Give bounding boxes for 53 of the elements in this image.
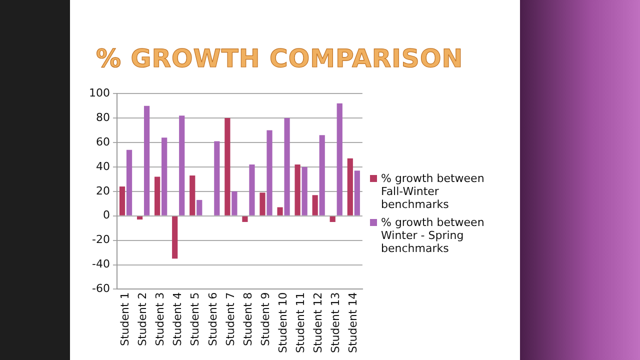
x-tick-label: Student 7: [224, 292, 237, 346]
bar: [336, 103, 342, 216]
bar: [232, 191, 238, 216]
bar: [312, 195, 318, 216]
bar: [162, 138, 168, 216]
x-tick-label: Student 10: [276, 292, 290, 353]
x-tick-label: Student 3: [154, 292, 167, 346]
bar: [144, 106, 150, 216]
x-tick-label: Student 8: [241, 292, 254, 346]
bar: [196, 200, 202, 216]
bar: [179, 116, 185, 216]
legend-label: % growth between Winter - Spring benchmarks: [381, 216, 486, 255]
x-tick-label: Student 13: [328, 292, 342, 353]
bar: [319, 135, 325, 216]
y-tick-label: 20: [96, 184, 110, 198]
legend-label: % growth between Fall-Winter benchmarks: [381, 172, 486, 211]
x-tick-label: Student 14: [346, 292, 360, 353]
bar: [266, 130, 272, 216]
bar: [154, 176, 160, 216]
bar: [190, 176, 196, 216]
bar: [302, 166, 308, 216]
bar: [242, 216, 248, 222]
y-tick-label: 0: [102, 208, 110, 222]
x-tick-label: Student 12: [311, 292, 324, 353]
bar: [277, 207, 283, 216]
x-tick-label: Student 2: [136, 292, 150, 346]
y-tick-label: -60: [92, 282, 110, 296]
x-tick-label: Student 5: [188, 292, 202, 346]
x-tick-label: Student 6: [206, 292, 220, 346]
bar: [172, 216, 178, 259]
y-tick-label: -40: [92, 258, 110, 271]
bar: [294, 164, 300, 216]
bar: [136, 216, 143, 220]
bar: [126, 150, 132, 216]
x-tick-label: Student 9: [258, 292, 272, 346]
bar: [119, 186, 126, 216]
bar: [214, 141, 220, 216]
y-tick-label: 80: [96, 110, 110, 124]
y-tick-label: 100: [88, 86, 110, 100]
x-tick-label: Student 4: [171, 292, 184, 346]
chart-title: % GROWTH COMPARISON: [96, 44, 464, 73]
x-tick-label: Student 11: [294, 292, 307, 353]
bar: [260, 192, 266, 216]
bar: [249, 164, 255, 216]
bar: [354, 170, 360, 216]
bar: [330, 216, 336, 222]
bar: [284, 118, 290, 216]
x-tick-label: Student 1: [118, 292, 132, 346]
y-tick-label: 40: [96, 160, 110, 173]
bar: [224, 118, 230, 216]
y-tick-label: 60: [96, 135, 110, 148]
bar: [347, 158, 353, 216]
y-tick-label: -20: [92, 233, 110, 246]
